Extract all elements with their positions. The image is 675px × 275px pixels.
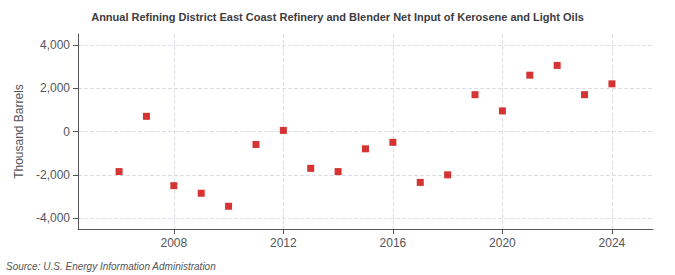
svg-text:2008: 2008: [160, 236, 187, 250]
svg-text:2,000: 2,000: [40, 81, 70, 95]
svg-text:Source: U.S. Energy Informatio: Source: U.S. Energy Information Administ…: [6, 261, 216, 272]
svg-text:4,000: 4,000: [40, 38, 70, 52]
svg-text:Thousand Barrels: Thousand Barrels: [12, 84, 26, 179]
svg-text:2016: 2016: [380, 236, 407, 250]
svg-text:2012: 2012: [270, 236, 297, 250]
svg-text:2024: 2024: [599, 236, 626, 250]
svg-text:2020: 2020: [489, 236, 516, 250]
svg-text:-2,000: -2,000: [36, 168, 70, 182]
svg-text:Annual Refining District East: Annual Refining District East Coast Refi…: [91, 11, 584, 23]
svg-text:-4,000: -4,000: [36, 211, 70, 225]
svg-text:0: 0: [63, 125, 70, 139]
